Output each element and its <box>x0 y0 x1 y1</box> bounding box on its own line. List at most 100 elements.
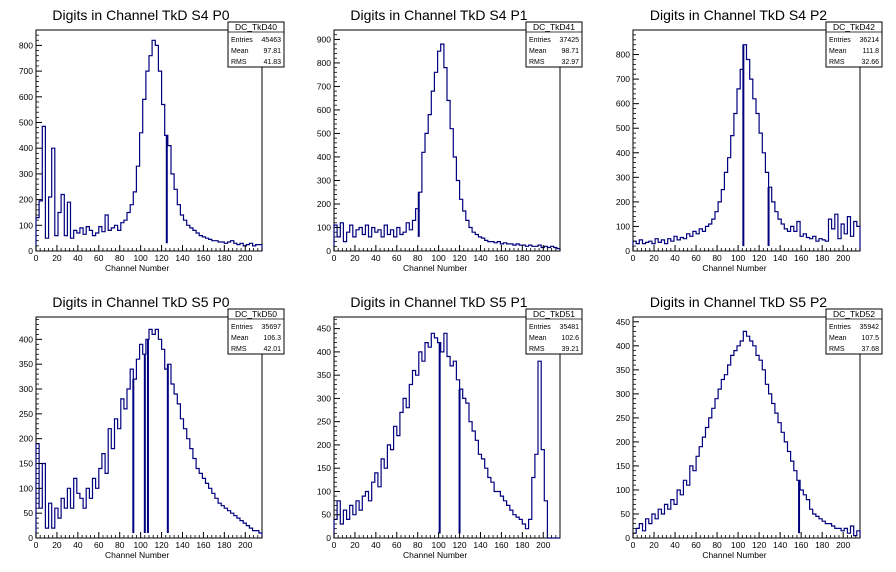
x-axis-label: Channel Number <box>702 263 766 273</box>
x-tick-label: 0 <box>631 540 636 550</box>
x-tick-label: 100 <box>432 540 446 550</box>
x-tick-label: 60 <box>392 540 402 550</box>
stats-label: RMS <box>231 59 247 66</box>
histogram-panel-2: Digits in Channel TkD S4 P20100200300400… <box>616 7 883 273</box>
stats-label: RMS <box>529 59 545 66</box>
x-tick-label: 80 <box>712 253 722 263</box>
x-tick-label: 140 <box>175 253 189 263</box>
x-tick-label: 20 <box>649 253 659 263</box>
stats-label: Entries <box>529 324 551 331</box>
y-tick-label: 250 <box>616 413 630 423</box>
y-tick-label: 400 <box>19 143 33 153</box>
x-tick-label: 200 <box>238 540 252 550</box>
y-tick-label: 350 <box>317 370 331 380</box>
x-tick-label: 200 <box>536 253 550 263</box>
y-tick-label: 200 <box>19 195 33 205</box>
x-tick-label: 180 <box>217 540 231 550</box>
y-tick-label: 450 <box>616 317 630 327</box>
y-tick-label: 200 <box>317 199 331 209</box>
y-tick-label: 150 <box>616 461 630 471</box>
x-tick-label: 40 <box>371 253 381 263</box>
x-tick-label: 140 <box>473 540 487 550</box>
y-tick-label: 200 <box>317 440 331 450</box>
stats-box: DC_TkD42 Entries 36214 Mean 111.8 RMS 32.66 <box>825 21 883 68</box>
x-tick-label: 180 <box>815 540 829 550</box>
x-tick-label: 140 <box>773 253 787 263</box>
y-tick-label: 300 <box>19 169 33 179</box>
x-tick-label: 40 <box>371 540 381 550</box>
stats-label: RMS <box>829 346 845 353</box>
stats-box-frame <box>825 21 883 68</box>
x-tick-label: 40 <box>670 253 680 263</box>
y-tick-label: 500 <box>616 123 630 133</box>
x-axis-label: Channel Number <box>403 550 467 560</box>
y-tick-label: 300 <box>616 172 630 182</box>
x-tick-label: 120 <box>452 540 466 550</box>
stats-value: 39.21 <box>561 346 579 353</box>
y-tick-label: 50 <box>322 510 332 520</box>
x-tick-label: 140 <box>473 253 487 263</box>
x-tick-label: 0 <box>631 253 636 263</box>
x-tick-label: 160 <box>196 253 210 263</box>
chart-title: Digits in Channel TkD S5 P2 <box>650 294 827 310</box>
y-tick-label: 900 <box>317 34 331 44</box>
y-tick-label: 250 <box>317 417 331 427</box>
stats-value: 36214 <box>860 37 880 44</box>
y-tick-label: 0 <box>625 246 630 256</box>
chart-title: Digits in Channel TkD S5 P0 <box>52 294 229 310</box>
stats-value: 35942 <box>860 324 880 331</box>
stats-label: Mean <box>829 48 847 55</box>
stats-box-frame <box>525 21 583 68</box>
y-tick-label: 200 <box>616 437 630 447</box>
stats-value: 111.8 <box>863 48 880 55</box>
x-tick-label: 80 <box>115 540 125 550</box>
stats-label: RMS <box>529 346 545 353</box>
stats-box-name: DC_TkD52 <box>833 309 875 319</box>
x-tick-label: 120 <box>752 253 766 263</box>
y-tick-label: 200 <box>19 434 33 444</box>
x-tick-label: 20 <box>649 540 659 550</box>
y-tick-label: 50 <box>621 509 631 519</box>
y-tick-label: 400 <box>317 347 331 357</box>
y-tick-label: 400 <box>317 152 331 162</box>
y-tick-label: 700 <box>19 66 33 76</box>
x-tick-label: 180 <box>815 253 829 263</box>
x-axis-label: Channel Number <box>702 550 766 560</box>
x-tick-label: 20 <box>52 253 62 263</box>
x-tick-label: 40 <box>73 253 83 263</box>
x-tick-label: 60 <box>392 253 402 263</box>
x-tick-label: 160 <box>494 253 508 263</box>
x-tick-label: 40 <box>73 540 83 550</box>
stats-box-name: DC_TkD51 <box>533 309 575 319</box>
y-tick-label: 300 <box>616 389 630 399</box>
x-tick-label: 20 <box>350 253 360 263</box>
x-tick-label: 80 <box>712 540 722 550</box>
stats-box-name: DC_TkD42 <box>833 22 875 32</box>
stats-label: Mean <box>529 335 547 342</box>
y-tick-label: 100 <box>19 220 33 230</box>
chart-title: Digits in Channel TkD S4 P2 <box>650 7 827 23</box>
histogram-series <box>632 44 861 251</box>
y-tick-label: 800 <box>19 40 33 50</box>
x-tick-label: 100 <box>134 540 148 550</box>
stats-value: 32.66 <box>861 59 879 66</box>
x-tick-label: 160 <box>196 540 210 550</box>
histogram-series <box>35 328 263 538</box>
x-axis-label: Channel Number <box>105 550 169 560</box>
x-tick-label: 180 <box>515 540 529 550</box>
x-tick-label: 200 <box>836 540 850 550</box>
x-tick-label: 80 <box>413 253 423 263</box>
stats-value: 107.5 <box>861 335 879 342</box>
x-axis-label: Channel Number <box>105 263 169 273</box>
x-tick-label: 120 <box>154 253 168 263</box>
x-axis-label: Channel Number <box>403 263 467 273</box>
x-tick-label: 140 <box>773 540 787 550</box>
stats-value: 97.81 <box>263 48 281 55</box>
stats-box: DC_TkD40 Entries 45463 Mean 97.81 RMS 41.83 <box>227 21 285 68</box>
stats-value: 37.68 <box>861 346 879 353</box>
chart-title: Digits in Channel TkD S4 P1 <box>350 7 527 23</box>
histogram-series <box>333 332 560 539</box>
histogram-panel-3: Digits in Channel TkD S5 P00501001502002… <box>19 294 285 560</box>
x-tick-label: 100 <box>432 253 446 263</box>
